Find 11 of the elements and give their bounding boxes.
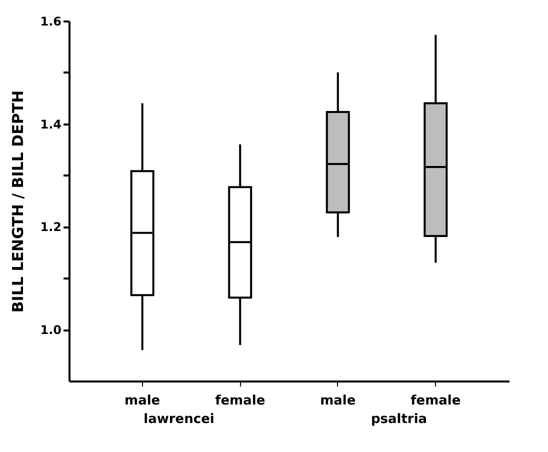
y-tick-label: 1.0 [40, 323, 62, 338]
y-tick-label: 1.2 [40, 220, 62, 234]
x-tick-label: male [124, 394, 160, 408]
text: psaltria [370, 412, 428, 427]
text: lawrencei [144, 412, 214, 427]
x-tick-label: female [215, 394, 266, 408]
x-tick-label: male [320, 394, 356, 408]
x-tick-label: female [410, 394, 461, 408]
y-axis-title: BILL LENGTH / BILL DEPTH [9, 90, 28, 313]
y-tick-label: 1.6 [40, 14, 62, 28]
y-tick-label: 1.4 [40, 117, 62, 132]
